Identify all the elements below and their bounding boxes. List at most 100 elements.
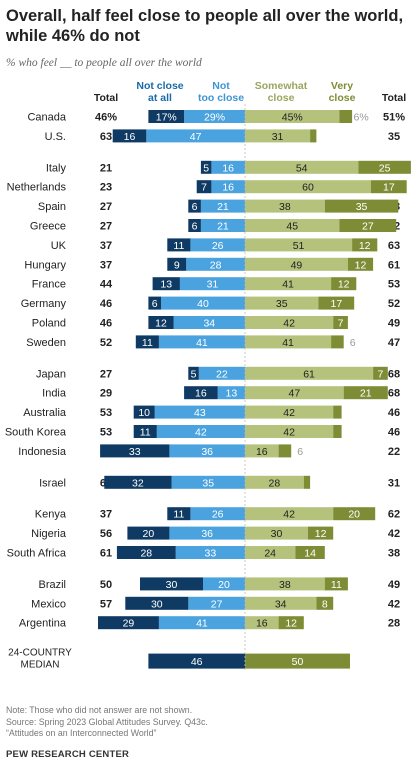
total-close: 35 [388, 131, 400, 143]
data-label: 45 [286, 221, 298, 233]
total-not-close: 52 [100, 337, 112, 349]
data-label: 40 [197, 298, 209, 310]
data-label: 12 [285, 618, 297, 630]
total-close: 61 [388, 259, 400, 271]
bar-median-close [245, 653, 350, 669]
data-label: 12 [338, 279, 350, 291]
total-not-close: 56 [100, 528, 112, 540]
header-very-close: close [329, 92, 356, 104]
total-close: 31 [388, 477, 400, 489]
bar-very-close [333, 507, 376, 521]
total-not-close: 57 [100, 598, 112, 610]
country-label: Canada [27, 112, 66, 124]
data-label: 28 [140, 548, 152, 560]
bar-not-close-at-all [133, 405, 155, 419]
total-not-close: 37 [100, 240, 112, 252]
bar-very-close [318, 296, 355, 310]
data-label: 28 [210, 259, 222, 271]
total-close: 63 [388, 240, 400, 252]
data-label: 16 [195, 388, 207, 400]
country-label: Mexico [31, 598, 66, 610]
bar-somewhat-close [245, 296, 319, 310]
total-close: 46 [388, 427, 400, 439]
data-label: 11 [173, 240, 184, 252]
data-label: 26 [212, 240, 224, 252]
country-label: Israel [39, 477, 66, 489]
total-not-close: 53 [100, 407, 112, 419]
data-label: 32 [132, 477, 144, 489]
bar-somewhat-close [245, 596, 317, 610]
country-label: Spain [38, 201, 66, 213]
total-close: 62 [388, 509, 400, 521]
data-label: 11 [142, 337, 153, 349]
total-close: 49 [388, 579, 400, 591]
country-label: Brazil [38, 579, 66, 591]
bar-very-close [303, 475, 311, 489]
bar-not-too-close [169, 444, 245, 458]
country-label: U.S. [45, 131, 66, 143]
bar-not-close-at-all [112, 129, 147, 143]
data-label: 61 [303, 368, 315, 380]
country-label: Poland [32, 318, 66, 330]
notes: Note: Those who did not answer are not s… [6, 705, 208, 740]
bar-not-too-close [186, 257, 245, 271]
country-label: Italy [46, 162, 67, 174]
report-line: “Attitudes on an Interconnected World” [6, 728, 157, 738]
header-total-left: Total [94, 92, 118, 104]
data-label: 20 [218, 579, 230, 591]
bar-very-close [339, 219, 397, 232]
data-label: 28 [269, 477, 281, 489]
data-label: 17 [331, 298, 343, 310]
country-label: Germany [21, 298, 67, 310]
data-label: 8 [322, 598, 328, 610]
bar-not-too-close [169, 526, 245, 540]
bar-very-close [324, 199, 399, 213]
bar-not-too-close [173, 316, 245, 329]
header-not-too-close: Not [212, 80, 230, 92]
median-label: 24-COUNTRY [8, 648, 72, 659]
bar-not-too-close [190, 238, 245, 252]
data-label: 16 [256, 446, 268, 458]
total-not-close: 37 [100, 509, 112, 521]
total-close: 38 [388, 548, 400, 560]
total-not-close: 53 [100, 427, 112, 439]
bar-somewhat-close [245, 335, 332, 349]
bar-not-close-at-all [184, 386, 218, 400]
bar-somewhat-close [245, 110, 340, 123]
bar-not-close-at-all [100, 444, 170, 458]
country-label: France [32, 279, 66, 291]
data-label-median: 46 [191, 656, 203, 668]
total-not-close: 29 [100, 388, 112, 400]
header-very-close: Very [331, 80, 353, 92]
data-label: 7 [338, 318, 344, 330]
country-label: South Korea [5, 427, 67, 439]
header-total-right: Total [382, 92, 406, 104]
data-label: 5 [191, 368, 197, 380]
total-not-close: 23 [100, 182, 112, 194]
bar-not-too-close [158, 335, 245, 349]
data-label: 12 [355, 259, 367, 271]
bar-very-close [339, 110, 353, 123]
bar-very-close [331, 335, 344, 349]
total-not-close: 46 [100, 318, 112, 330]
data-label: 42 [283, 318, 295, 330]
bar-not-too-close [203, 577, 245, 591]
bar-somewhat-close [245, 257, 348, 271]
bar-somewhat-close [245, 526, 308, 540]
bar-somewhat-close [245, 425, 334, 438]
bar-not-too-close [200, 199, 245, 213]
bar-not-close-at-all [133, 425, 157, 438]
bar-very-close [333, 405, 342, 419]
bar-not-close-at-all [196, 180, 212, 194]
data-label: 17 [383, 182, 395, 194]
data-label: 33 [129, 446, 141, 458]
total-close: 47 [388, 337, 400, 349]
total-close: 68 [388, 368, 400, 380]
data-label: 31 [272, 131, 284, 143]
country-label: Japan [36, 368, 66, 380]
data-label: 36 [201, 528, 213, 540]
total-close: 46 [388, 407, 400, 419]
bar-not-close-at-all [98, 616, 159, 630]
country-label: Sweden [26, 337, 66, 349]
footer-brand: PEW RESEARCH CENTER [6, 749, 130, 760]
